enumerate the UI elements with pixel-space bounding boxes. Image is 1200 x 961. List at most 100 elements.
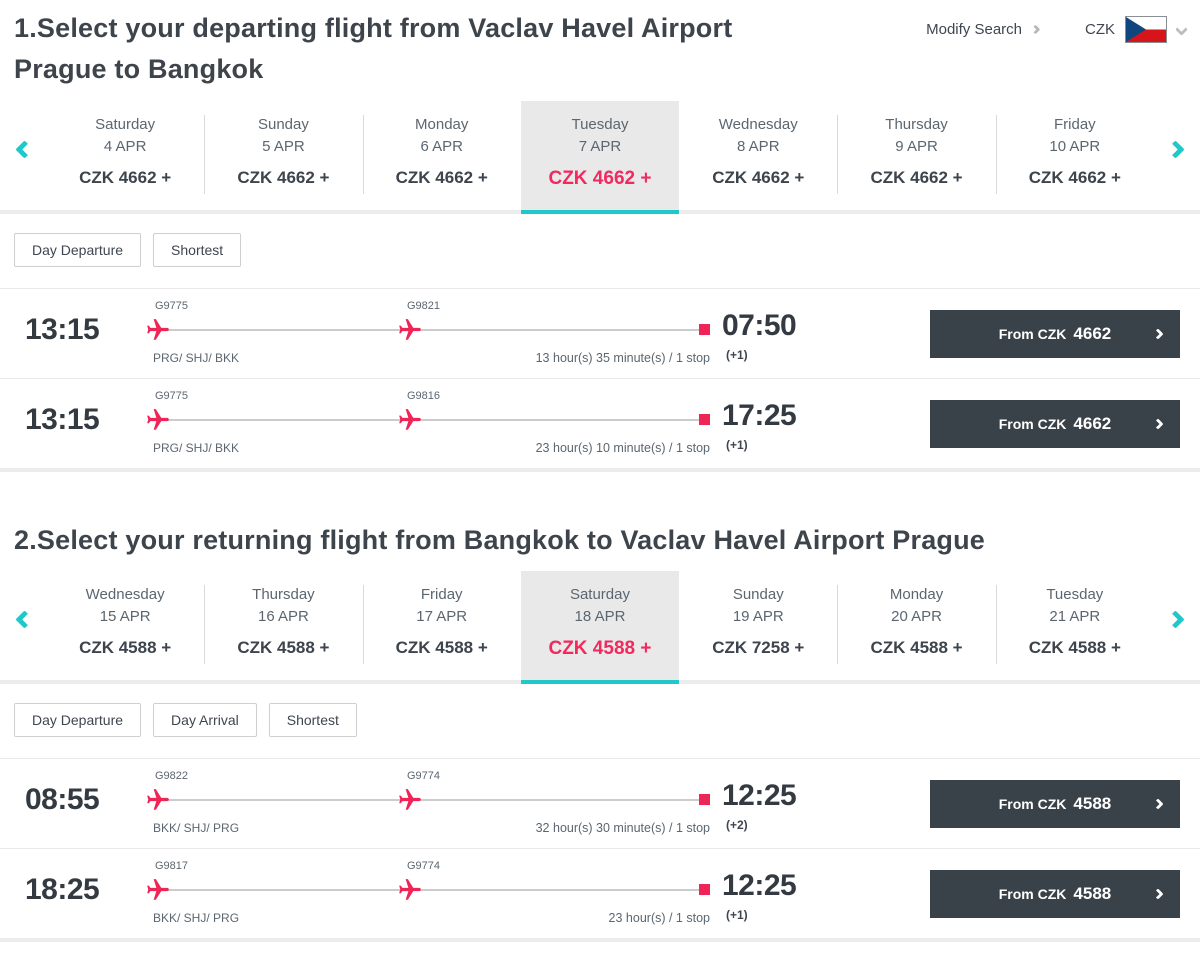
date-cell[interactable]: Sunday 5 APR CZK 4662 + (204, 101, 362, 210)
date-day: Thursday (885, 116, 948, 133)
returning-header: 2.Select your returning flight from Bang… (0, 472, 1200, 569)
date-day: Monday (415, 116, 469, 133)
flight-timeline: G9822 G9774 BKK/ SHJ/ PRG 32 hour(s) 30 … (145, 759, 710, 848)
flight-row: 08:55 G9822 G9774 BKK/ SHJ/ PRG 32 hour(… (0, 757, 1200, 848)
date-price: CZK 4662 + (1028, 168, 1121, 187)
page-title: 2.Select your returning flight from Bang… (14, 525, 986, 555)
select-fare-button[interactable]: From CZK 4588 (930, 779, 1180, 828)
page-title: 1.Select your departing flight from Vacl… (14, 13, 733, 84)
chevron-right-icon (1152, 418, 1164, 430)
chevron-down-icon (1175, 23, 1188, 36)
airplane-icon (145, 407, 171, 433)
date-cells: Saturday 4 APR CZK 4662 + Sunday 5 APR C… (46, 101, 1154, 214)
carousel-next-button[interactable] (1166, 140, 1185, 161)
flight-number: G9775 (155, 300, 189, 312)
date-price: CZK 4662 + (79, 168, 172, 187)
day-offset: (+1) (726, 348, 748, 362)
date-cell[interactable]: Sunday 19 APR CZK 7258 + (679, 571, 837, 680)
filter-day-arrival[interactable]: Day Arrival (153, 702, 257, 737)
stop-square-icon (699, 414, 710, 425)
date-cell[interactable]: Thursday 9 APR CZK 4662 + (837, 101, 995, 210)
date-price: CZK 4588 + (548, 637, 652, 659)
route-codes: BKK/ SHJ/ PRG (153, 910, 240, 925)
flight-timeline: G9775 G9821 PRG/ SHJ/ BKK 13 hour(s) 35 … (145, 289, 710, 378)
airplane-icon (145, 787, 171, 813)
date-price: CZK 7258 + (712, 637, 805, 657)
filter-shortest[interactable]: Shortest (153, 233, 242, 267)
date-value: 15 APR (99, 607, 151, 625)
fare-price: 4588 (1073, 793, 1112, 813)
arrival-time: 12:25 (722, 868, 797, 902)
returning-filters: Day Departure Day Arrival Shortest (0, 684, 1200, 758)
date-cell[interactable]: Friday 17 APR CZK 4588 + (362, 571, 521, 680)
section-divider (0, 468, 1200, 472)
date-value: 19 APR (732, 607, 784, 625)
fare-prefix: From CZK (998, 416, 1067, 432)
chevron-left-icon (15, 140, 34, 159)
modify-search-label: Modify Search (926, 21, 1022, 38)
route-codes: BKK/ SHJ/ PRG (153, 820, 240, 835)
filter-shortest[interactable]: Shortest (268, 702, 357, 737)
flight-number: G9817 (155, 859, 189, 872)
date-day: Saturday (569, 585, 630, 603)
airplane-icon (145, 877, 171, 903)
date-price: CZK 4662 + (870, 168, 963, 187)
chevron-right-icon (1166, 140, 1185, 159)
flight-timeline: G9775 G9816 PRG/ SHJ/ BKK 23 hour(s) 10 … (145, 379, 710, 468)
date-cell[interactable]: Wednesday 8 APR CZK 4662 + (679, 101, 837, 210)
select-fare-button[interactable]: From CZK 4662 (930, 310, 1180, 358)
departing-section: 1.Select your departing flight from Vacl… (0, 0, 1200, 472)
top-controls: Modify Search CZK (926, 16, 1188, 43)
filter-day-departure[interactable]: Day Departure (14, 702, 142, 737)
date-day: Wednesday (718, 116, 798, 133)
date-cell[interactable]: Monday 6 APR CZK 4662 + (362, 101, 521, 210)
arrival-time: 17:25 (722, 399, 797, 432)
day-offset: (+1) (726, 438, 748, 452)
chevron-right-icon (1030, 24, 1041, 35)
stop-square-icon (699, 793, 710, 805)
fare-prefix: From CZK (998, 326, 1067, 342)
date-price: CZK 4662 + (712, 168, 805, 187)
filter-day-departure[interactable]: Day Departure (14, 233, 142, 267)
date-value: 5 APR (262, 138, 305, 155)
date-cell-selected[interactable]: Tuesday 7 APR CZK 4662 + (520, 101, 680, 214)
flight-number: G9816 (407, 390, 441, 402)
date-price: CZK 4588 + (395, 637, 488, 657)
date-value: 16 APR (257, 607, 309, 625)
date-cell[interactable]: Wednesday 15 APR CZK 4588 + (46, 571, 204, 680)
date-cell[interactable]: Friday 10 APR CZK 4662 + (995, 101, 1154, 210)
date-day: Saturday (95, 116, 156, 133)
timeline-line (151, 329, 704, 331)
carousel-prev-button[interactable] (15, 140, 34, 161)
date-price: CZK 4588 + (870, 637, 963, 657)
departing-header: 1.Select your departing flight from Vacl… (0, 0, 1200, 99)
modify-search-link[interactable]: Modify Search (926, 21, 1041, 38)
date-value: 18 APR (574, 607, 626, 625)
timeline-line (151, 419, 704, 421)
chevron-right-icon (1152, 797, 1164, 810)
flight-number: G9774 (407, 859, 441, 872)
carousel-next-button[interactable] (1166, 609, 1185, 631)
date-cell[interactable]: Thursday 16 APR CZK 4588 + (204, 571, 362, 680)
day-offset: (+2) (726, 817, 748, 832)
duration-text: 32 hour(s) 30 minute(s) / 1 stop (535, 820, 710, 835)
departing-date-carousel: Saturday 4 APR CZK 4662 + Sunday 5 APR C… (0, 101, 1200, 214)
date-cell-selected[interactable]: Saturday 18 APR CZK 4588 + (520, 570, 680, 684)
flight-number: G9821 (407, 300, 441, 312)
duration-text: 23 hour(s) 10 minute(s) / 1 stop (535, 441, 710, 455)
select-fare-button[interactable]: From CZK 4588 (930, 869, 1180, 918)
date-price: CZK 4588 + (79, 637, 172, 657)
date-cell[interactable]: Saturday 4 APR CZK 4662 + (46, 101, 204, 210)
date-day: Thursday (252, 585, 315, 603)
carousel-prev-button[interactable] (15, 609, 34, 631)
date-day: Tuesday (571, 116, 629, 133)
route-codes: PRG/ SHJ/ BKK (153, 351, 240, 365)
currency-selector[interactable]: CZK (1085, 16, 1188, 43)
date-cell[interactable]: Tuesday 21 APR CZK 4588 + (995, 571, 1154, 680)
stop-square-icon (699, 883, 710, 895)
fare-price: 4662 (1073, 414, 1112, 433)
fare-price: 4662 (1073, 324, 1112, 343)
select-fare-button[interactable]: From CZK 4662 (930, 400, 1180, 448)
departure-time: 13:15 (25, 313, 100, 346)
date-cell[interactable]: Monday 20 APR CZK 4588 + (837, 571, 995, 680)
